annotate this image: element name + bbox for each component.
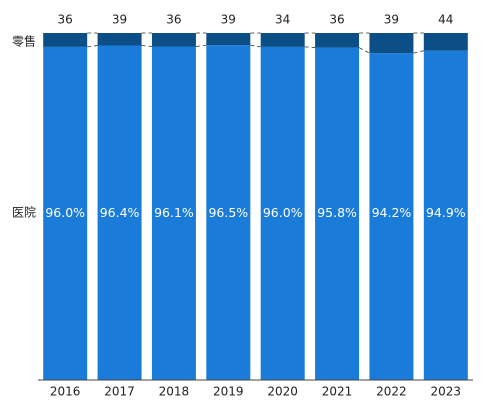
value-label: 96.0% [263, 205, 303, 220]
connector-line [413, 50, 424, 54]
connector-line [250, 44, 261, 48]
bar-segment [315, 47, 360, 380]
total-label: 34 [275, 13, 290, 27]
x-tick-label: 2016 [50, 385, 81, 399]
total-label: 36 [166, 13, 181, 27]
total-label: 36 [329, 13, 344, 27]
series-label: 零售 [12, 34, 36, 49]
bar-segment [260, 46, 305, 380]
bar-segment [206, 45, 251, 381]
bar-segment [151, 46, 196, 381]
x-tick-label: 2019 [213, 385, 244, 399]
value-label: 96.5% [208, 205, 248, 220]
total-label: 44 [438, 13, 453, 27]
bar-segment [206, 33, 251, 46]
series-label: 医院 [12, 206, 36, 220]
value-label: 94.2% [372, 205, 412, 220]
total-label: 36 [58, 13, 73, 27]
x-tick-label: 2023 [431, 385, 462, 399]
value-label: 95.8% [317, 205, 357, 220]
x-tick-label: 2022 [376, 385, 407, 399]
bar-segment [97, 33, 142, 46]
bar-segment [43, 46, 88, 380]
bar-segment [97, 45, 142, 380]
value-label: 96.0% [45, 205, 85, 220]
bar-segment [369, 33, 414, 54]
value-label: 96.1% [154, 205, 194, 220]
connector-line [87, 45, 98, 48]
total-label: 39 [112, 13, 127, 27]
bar-segment [369, 53, 414, 380]
bar-segment [423, 33, 468, 51]
bar-segment [151, 33, 196, 47]
value-label: 94.9% [426, 205, 466, 220]
connector-line [195, 44, 207, 47]
x-tick-label: 2020 [267, 385, 298, 399]
bar-segment [260, 33, 305, 47]
bar-segment [315, 33, 360, 48]
x-tick-label: 2021 [322, 385, 353, 399]
connector-line [358, 47, 370, 54]
value-label: 96.4% [100, 205, 140, 220]
connector-line [141, 45, 152, 47]
bar-segment [423, 50, 468, 381]
total-label: 39 [221, 13, 236, 27]
connector-line [304, 46, 316, 48]
x-tick-label: 2017 [104, 385, 135, 399]
bar-segment [43, 33, 88, 47]
total-label: 39 [384, 13, 399, 27]
x-tick-label: 2018 [159, 385, 190, 399]
